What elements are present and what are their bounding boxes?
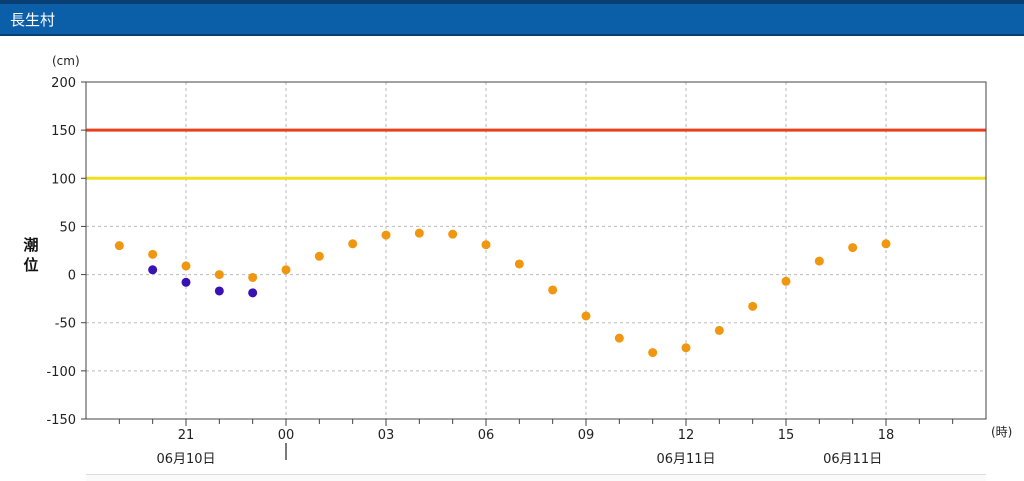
x-tick-label: 03 <box>378 428 395 443</box>
x-tick-label: 18 <box>878 428 895 443</box>
x-tick-label: 21 <box>178 428 195 443</box>
date-label: 06月11日 <box>823 452 882 467</box>
x-axis-unit: (時) <box>991 425 1012 439</box>
data-point <box>148 265 158 275</box>
x-tick-label: 00 <box>278 428 295 443</box>
date-label: 06月11日 <box>656 452 715 467</box>
data-point <box>881 239 891 249</box>
data-point <box>748 301 758 311</box>
data-point <box>381 230 391 240</box>
data-point <box>781 276 791 286</box>
x-tick-label: 06 <box>478 428 495 443</box>
data-point <box>648 348 658 358</box>
data-point <box>181 277 191 287</box>
data-point <box>448 229 458 239</box>
threshold-lines <box>86 128 986 180</box>
data-point <box>248 272 258 282</box>
y-tick-label: 200 <box>51 76 76 91</box>
y-tick-label: -50 <box>55 317 76 332</box>
y-axis-unit: (cm) <box>52 54 80 68</box>
y-tick-label: 150 <box>51 124 76 139</box>
title-bar: 長生村 <box>0 0 1024 36</box>
data-point <box>248 288 258 298</box>
data-point <box>214 270 224 280</box>
data-point <box>514 259 524 269</box>
y-axis-label-char: 位 <box>23 256 38 274</box>
y-axis-label: 潮位 <box>23 236 38 274</box>
data-point <box>714 325 724 335</box>
date-label: 06月10日 <box>156 452 215 467</box>
data-point <box>481 240 491 250</box>
data-point <box>314 251 324 261</box>
plot-frame <box>85 81 987 420</box>
data-point <box>414 228 424 238</box>
data-point <box>548 285 558 295</box>
data-point <box>614 333 624 343</box>
y-axis: 200 150 100 50 0 -50 -100 -150 <box>46 76 86 428</box>
data-point <box>148 249 158 259</box>
x-tick-label: 09 <box>578 428 595 443</box>
data-point <box>214 286 224 296</box>
page-title: 長生村 <box>10 11 56 29</box>
x-tick-label: 12 <box>678 428 695 443</box>
y-tick-label: 50 <box>59 220 76 235</box>
y-tick-label: -150 <box>46 413 76 428</box>
data-point <box>181 261 191 271</box>
x-axis: 21 00 03 06 09 12 15 18 06月10日 06月11日 06月11日 <box>118 419 954 467</box>
data-point <box>681 343 691 353</box>
y-tick-label: -100 <box>46 365 76 380</box>
bottom-panel-edge <box>86 474 986 481</box>
data-points <box>114 228 891 358</box>
y-tick-label: 0 <box>68 269 76 284</box>
data-point <box>848 243 858 253</box>
data-point <box>814 256 824 266</box>
y-tick-label: 100 <box>51 172 76 187</box>
data-point <box>114 241 124 251</box>
y-axis-label-char: 潮 <box>23 236 38 254</box>
data-point <box>581 311 591 321</box>
x-tick-label: 15 <box>778 428 795 443</box>
data-point <box>348 239 358 249</box>
data-point <box>281 265 291 275</box>
